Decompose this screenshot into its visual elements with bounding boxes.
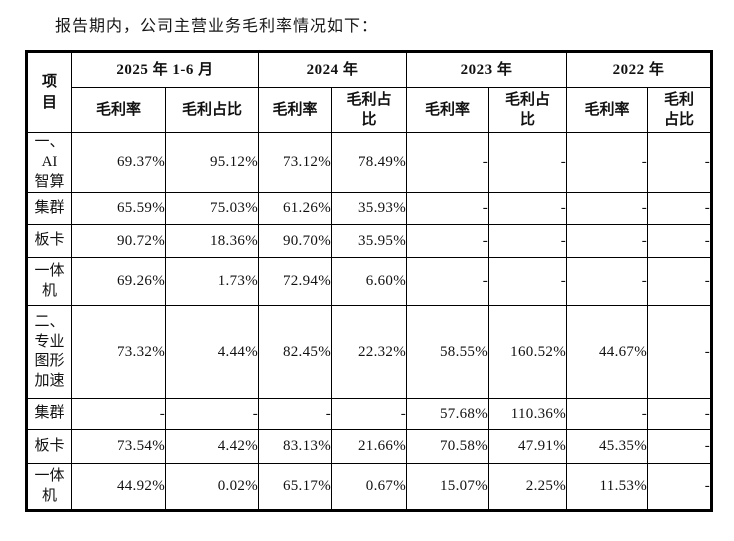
table-cell: 0.02% bbox=[165, 463, 259, 512]
table-cell: - bbox=[566, 131, 649, 194]
table-cell: 4.44% bbox=[165, 305, 259, 400]
table-cell: 44.67% bbox=[566, 305, 649, 400]
table-cell: 15.07% bbox=[406, 463, 490, 512]
row-header: 一、 AI 智算 bbox=[26, 131, 72, 194]
sub-header-2023-margin: 毛利率 bbox=[406, 87, 490, 133]
year-header-2022: 2022 年 bbox=[566, 51, 713, 88]
table-cell: 2.25% bbox=[488, 463, 568, 512]
table-cell: - bbox=[647, 305, 713, 400]
table-cell: 22.32% bbox=[330, 305, 408, 400]
table-cell: 44.92% bbox=[71, 463, 166, 512]
table-cell: 73.12% bbox=[258, 131, 332, 194]
table-header-metrics: 毛利率 毛利占比 毛利率 毛利占 比 毛利率 毛利占 比 毛利率 毛利 占比 bbox=[27, 87, 713, 133]
gross-margin-table: 项 目 2025 年 1-6 月 2024 年 2023 年 2022 年 毛利… bbox=[25, 50, 714, 513]
table-cell: - bbox=[566, 398, 649, 431]
table-cell: 82.45% bbox=[258, 305, 332, 400]
table-cell: - bbox=[406, 224, 490, 259]
table-cell: 58.55% bbox=[406, 305, 490, 400]
table-cell: - bbox=[406, 257, 490, 307]
table-row: 一、 AI 智算 69.37% 95.12% 73.12% 78.49% - -… bbox=[26, 131, 713, 194]
sub-header-2025-share: 毛利占比 bbox=[165, 87, 259, 133]
table-row: 板卡 73.54% 4.42% 83.13% 21.66% 70.58% 47.… bbox=[26, 429, 713, 465]
table-cell: - bbox=[647, 257, 713, 307]
table-cell: 61.26% bbox=[258, 192, 332, 226]
table-cell: - bbox=[406, 192, 490, 226]
table-cell: 70.58% bbox=[406, 429, 490, 465]
table-cell: 11.53% bbox=[566, 463, 649, 512]
sub-header-2024-share: 毛利占 比 bbox=[330, 87, 408, 133]
page-title: 报告期内，公司主营业务毛利率情况如下： bbox=[55, 18, 379, 35]
table-cell: 160.52% bbox=[488, 305, 568, 400]
year-header-2025: 2025 年 1-6 月 bbox=[71, 51, 259, 88]
table-cell: - bbox=[647, 463, 713, 512]
table-cell: 35.95% bbox=[330, 224, 408, 259]
table-cell: 73.32% bbox=[71, 305, 166, 400]
table-cell: - bbox=[566, 224, 649, 259]
sub-header-2024-margin: 毛利率 bbox=[258, 87, 332, 133]
table-cell: - bbox=[647, 131, 713, 194]
table-cell: 78.49% bbox=[330, 131, 408, 194]
table-cell: - bbox=[71, 398, 166, 431]
row-header: 板卡 bbox=[26, 429, 72, 465]
table-cell: - bbox=[647, 224, 713, 259]
row-header: 一体 机 bbox=[26, 257, 72, 307]
table-row: 一体 机 44.92% 0.02% 65.17% 0.67% 15.07% 2.… bbox=[26, 463, 713, 512]
table-cell: 65.59% bbox=[71, 192, 166, 226]
table-cell: - bbox=[566, 192, 649, 226]
row-header: 二、 专业 图形 加速 bbox=[26, 305, 72, 400]
table-cell: - bbox=[488, 257, 568, 307]
table-cell: - bbox=[258, 398, 332, 431]
table-cell: 95.12% bbox=[165, 131, 259, 194]
table-cell: - bbox=[488, 131, 568, 194]
table-row: 一体 机 69.26% 1.73% 72.94% 6.60% - - - - bbox=[26, 257, 713, 307]
table-cell: 45.35% bbox=[566, 429, 649, 465]
table-cell: 35.93% bbox=[330, 192, 408, 226]
table-cell: 21.66% bbox=[330, 429, 408, 465]
table-cell: - bbox=[406, 131, 490, 194]
sub-header-2022-margin: 毛利率 bbox=[566, 87, 649, 133]
table-cell: - bbox=[647, 192, 713, 226]
table-cell: - bbox=[165, 398, 259, 431]
row-header: 集群 bbox=[26, 192, 72, 226]
sub-header-2023-share: 毛利占 比 bbox=[488, 87, 568, 133]
table-cell: 6.60% bbox=[330, 257, 408, 307]
table-cell: 0.67% bbox=[330, 463, 408, 512]
row-header: 板卡 bbox=[26, 224, 72, 259]
table-row: 二、 专业 图形 加速 73.32% 4.44% 82.45% 22.32% 5… bbox=[26, 305, 713, 400]
table-cell: 73.54% bbox=[71, 429, 166, 465]
table-header-years: 项 目 2025 年 1-6 月 2024 年 2023 年 2022 年 bbox=[26, 51, 713, 133]
row-header: 集群 bbox=[26, 398, 72, 431]
table-cell: - bbox=[647, 398, 713, 431]
table-cell: 83.13% bbox=[258, 429, 332, 465]
table-cell: 4.42% bbox=[165, 429, 259, 465]
table-cell: 57.68% bbox=[406, 398, 490, 431]
table-cell: 75.03% bbox=[165, 192, 259, 226]
table-cell: - bbox=[488, 224, 568, 259]
table-cell: 69.26% bbox=[71, 257, 166, 307]
table-cell: 110.36% bbox=[488, 398, 568, 431]
table-cell: - bbox=[488, 192, 568, 226]
sub-header-2022-share: 毛利 占比 bbox=[647, 87, 713, 133]
table-cell: - bbox=[566, 257, 649, 307]
table-cell: 90.70% bbox=[258, 224, 332, 259]
table-cell: 90.72% bbox=[71, 224, 166, 259]
row-header: 一体 机 bbox=[26, 463, 72, 512]
table-cell: 18.36% bbox=[165, 224, 259, 259]
table-cell: - bbox=[330, 398, 408, 431]
table-cell: 69.37% bbox=[71, 131, 166, 194]
table-cell: 47.91% bbox=[488, 429, 568, 465]
table-cell: 72.94% bbox=[258, 257, 332, 307]
table-cell: 65.17% bbox=[258, 463, 332, 512]
sub-header-2025-margin: 毛利率 bbox=[71, 87, 166, 133]
corner-header-item: 项 目 bbox=[26, 51, 72, 133]
year-header-2023: 2023 年 bbox=[406, 51, 568, 88]
table-cell: 1.73% bbox=[165, 257, 259, 307]
table-row: 集群 - - - - 57.68% 110.36% - - bbox=[26, 398, 713, 431]
table-row: 板卡 90.72% 18.36% 90.70% 35.95% - - - - bbox=[26, 224, 713, 259]
year-header-2024: 2024 年 bbox=[257, 51, 408, 88]
table-cell: - bbox=[647, 429, 713, 465]
table-row: 集群 65.59% 75.03% 61.26% 35.93% - - - - bbox=[26, 192, 713, 226]
